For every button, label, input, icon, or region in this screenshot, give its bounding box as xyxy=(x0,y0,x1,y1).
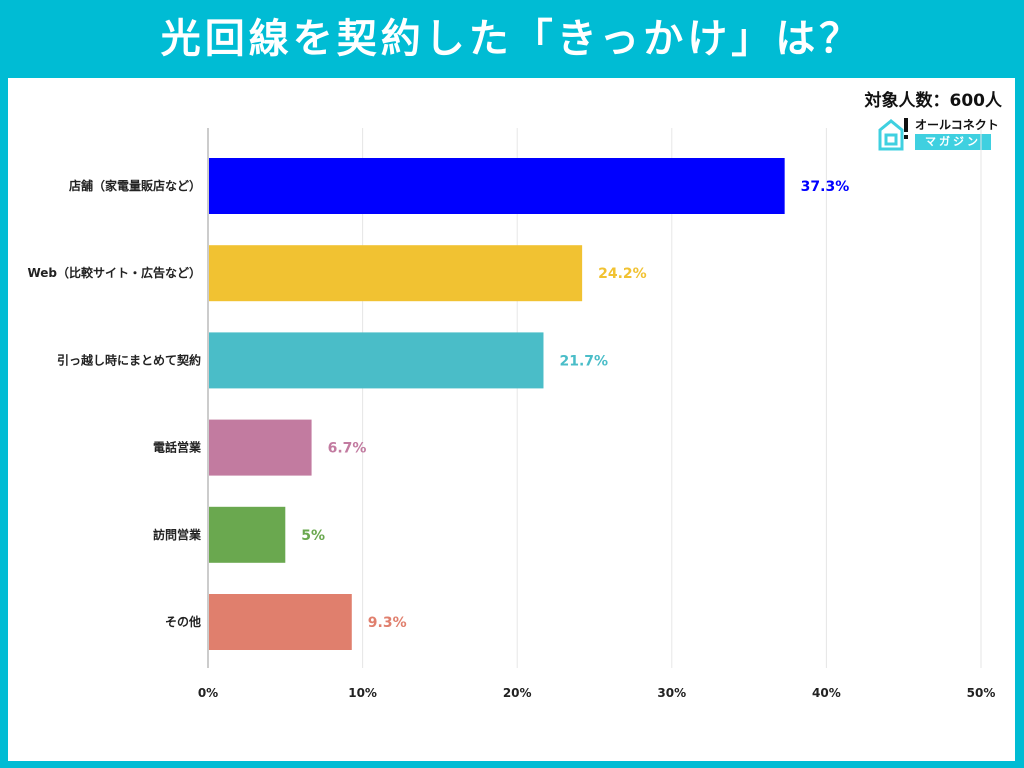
data-label: 9.3% xyxy=(368,615,407,631)
data-label: 6.7% xyxy=(328,441,367,457)
category-label: 引っ越し時にまとめて契約 xyxy=(57,352,201,367)
logo-subtext: マガジン xyxy=(915,134,991,150)
bar xyxy=(209,245,583,302)
sample-size: 対象人数：600人 xyxy=(864,91,1003,111)
x-tick-label: 40% xyxy=(812,686,841,700)
data-label: 5% xyxy=(301,528,325,544)
x-tick-label: 50% xyxy=(967,686,996,700)
category-label: Web（比較サイト・広告など） xyxy=(27,265,201,280)
x-tick-label: 20% xyxy=(503,686,532,700)
data-label: 24.2% xyxy=(598,266,647,282)
bar xyxy=(209,419,312,476)
data-label: 37.3% xyxy=(801,179,850,195)
category-label: 店舗（家電量販店など） xyxy=(69,178,201,193)
category-label: その他 xyxy=(165,614,201,629)
category-label: 電話営業 xyxy=(153,440,202,455)
bar xyxy=(209,158,785,214)
x-tick-label: 0% xyxy=(198,686,218,700)
bar xyxy=(209,594,352,650)
logo-text: オールコネクト xyxy=(915,118,999,132)
logo: オールコネクト マガジン xyxy=(877,116,999,152)
house-logo-icon xyxy=(878,118,908,151)
x-tick-label: 10% xyxy=(348,686,377,700)
data-label: 21.7% xyxy=(559,353,608,369)
bar xyxy=(209,332,544,389)
x-tick-label: 30% xyxy=(657,686,686,700)
page-title: 光回線を契約した「きっかけ」は？ xyxy=(160,16,864,62)
bar xyxy=(209,506,286,563)
category-label: 訪問営業 xyxy=(153,527,202,542)
